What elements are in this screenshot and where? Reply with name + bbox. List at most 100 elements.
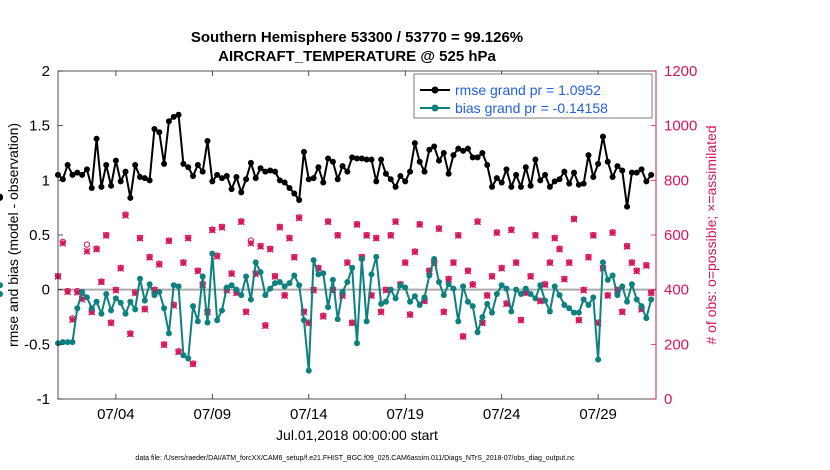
rmse-series-point: [349, 154, 356, 161]
rmse-series-point: [112, 157, 119, 164]
rmse-series-point: [571, 169, 578, 176]
bias-series-point: [276, 279, 283, 286]
assimilated-obs-point: [512, 259, 520, 267]
rmse-series-point: [604, 158, 611, 165]
bias-series-point: [204, 319, 211, 326]
assimilated-obs-point: [560, 275, 568, 283]
bias-series-point: [156, 288, 163, 295]
rmse-series-point: [450, 152, 457, 159]
y-axis-label-left: rmse and bias (model - observation): [5, 123, 21, 347]
assimilated-obs-point: [363, 232, 371, 240]
assimilated-obs-point: [242, 308, 250, 316]
assimilated-obs-point: [406, 311, 414, 319]
bias-series-point: [300, 317, 307, 324]
rmse-series-point: [252, 175, 259, 182]
bias-series-point: [339, 288, 346, 295]
bias-series-point: [132, 306, 139, 313]
y-tick-label-left: 0.5: [29, 227, 50, 244]
rmse-series-point: [561, 168, 568, 175]
bias-series-point: [141, 297, 148, 304]
bias-series-point: [59, 339, 66, 346]
bias-series-point: [175, 283, 182, 290]
rmse-series-point: [440, 150, 447, 156]
assimilated-obs-point: [527, 273, 535, 281]
bias-series-point: [88, 305, 95, 312]
bias-series-point: [561, 301, 568, 308]
rmse-series-point: [214, 171, 221, 178]
rmse-series-point: [648, 171, 655, 178]
bias-series-point: [566, 305, 573, 312]
bias-series-point: [609, 272, 616, 279]
bias-series-point: [590, 294, 597, 301]
rmse-series-point: [199, 168, 206, 175]
bias-series-point: [595, 356, 602, 363]
assimilated-obs-point: [531, 232, 539, 240]
rmse-series-point: [64, 162, 71, 169]
rmse-series-point: [633, 169, 640, 176]
rmse-series-point: [479, 150, 486, 156]
rmse-series-point: [156, 129, 163, 136]
bias-series-point: [527, 291, 534, 298]
rmse-series-point: [185, 164, 192, 171]
assimilated-obs-point: [276, 223, 284, 231]
bias-series-point: [344, 279, 351, 286]
y-tick-label-right: 800: [664, 172, 689, 189]
bias-series-point: [493, 291, 500, 298]
bias-series-point: [628, 281, 635, 288]
rmse-series-point: [103, 162, 110, 169]
rmse-series-point: [580, 180, 587, 187]
bias-series-point: [513, 286, 520, 293]
bias-series-point: [508, 308, 515, 315]
rmse-series-point: [339, 163, 346, 170]
bias-series-point: [633, 296, 640, 303]
assimilated-obs-point: [459, 333, 467, 341]
bias-series-point: [349, 264, 356, 271]
rmse-series-point: [325, 155, 332, 162]
bias-series-point: [614, 292, 621, 299]
assimilated-obs-point: [493, 229, 501, 237]
bias-series-point: [358, 256, 365, 263]
y-tick-label-left: 0: [42, 282, 50, 299]
bias-series-point: [638, 303, 645, 310]
bias-series-point: [209, 250, 216, 257]
bias-series-point: [580, 296, 587, 303]
bias-series-point: [431, 256, 438, 263]
rmse-series-point: [132, 162, 139, 169]
rmse-series-point: [98, 183, 105, 190]
rmse-series-point: [643, 178, 650, 185]
assimilated-obs-point: [609, 229, 617, 237]
assimilated-obs-point: [117, 264, 125, 272]
assimilated-obs-point: [64, 288, 72, 296]
rmse-series-point: [599, 133, 606, 140]
rmse-series-point: [194, 162, 201, 169]
bias-series-point: [416, 301, 423, 308]
rmse-series-point: [407, 168, 414, 175]
rmse-series-point: [566, 180, 573, 187]
assimilated-obs-point: [97, 278, 105, 286]
assimilated-obs-point: [59, 239, 67, 247]
rmse-series-point: [411, 140, 418, 147]
assimilated-obs-point: [122, 211, 130, 219]
bias-series-point: [407, 298, 414, 305]
x-tick-label: 07/24: [483, 406, 521, 423]
rmse-series-point: [141, 175, 148, 182]
rmse-series-point: [238, 189, 245, 196]
bias-series-point: [363, 318, 370, 325]
rmse-series-point: [79, 171, 86, 178]
rmse-series-point: [426, 146, 433, 153]
rmse-series-point: [69, 171, 76, 178]
bias-series-point: [537, 282, 544, 289]
bias-series-point: [228, 282, 235, 289]
assimilated-obs-point: [247, 239, 255, 247]
rmse-series-point: [127, 194, 134, 201]
bias-series-point: [556, 292, 563, 299]
bias-series-point: [604, 276, 611, 283]
rmse-series-point: [378, 156, 385, 163]
bias-series-point: [382, 298, 389, 305]
rmse-series-point: [474, 154, 481, 161]
y-tick-label-left: 2: [42, 63, 50, 80]
rmse-series-point: [300, 148, 307, 155]
bias-series-point: [517, 291, 524, 298]
assimilated-obs-point: [392, 218, 400, 226]
bias-series-point: [599, 259, 606, 266]
